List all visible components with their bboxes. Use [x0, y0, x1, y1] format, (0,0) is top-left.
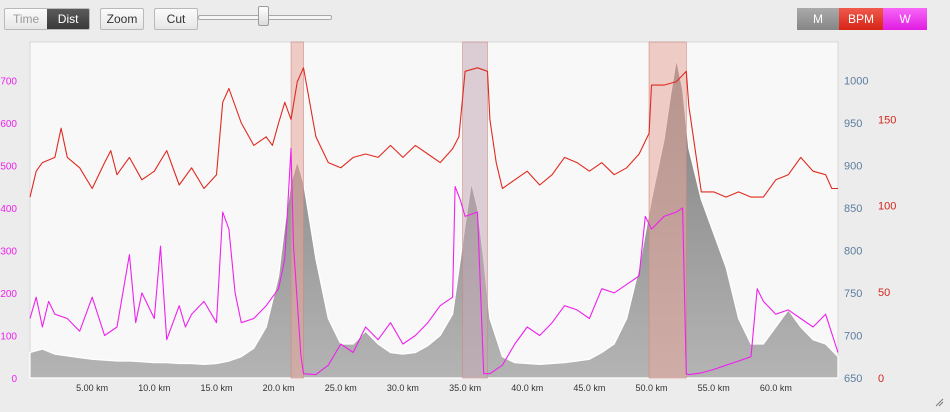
power-axis-tick: 700: [0, 76, 17, 87]
elevation-axis-tick: 850: [844, 203, 862, 215]
highlight-ranges: [290, 41, 687, 379]
range-slider-handle[interactable]: [258, 6, 270, 26]
x-tick-label: 25.0 km: [325, 383, 357, 393]
heart-rate-line: [29, 67, 838, 198]
power-axis-tick: 600: [0, 119, 17, 130]
elevation-axis-tick: 650: [844, 373, 862, 385]
heart-rate-axis-tick: 100: [878, 201, 896, 213]
heart-rate-axis-tick: 50: [878, 287, 890, 299]
heart-rate-axis-tick: 150: [878, 115, 896, 127]
x-tick-label: 60.0 km: [760, 383, 792, 393]
ride-chart[interactable]: 5.00 km 10.0 km 15.0 km 20.0 km 25.0 km 30.0 …: [0, 36, 950, 412]
legend-power-toggle[interactable]: W: [883, 8, 927, 30]
resize-grip-icon[interactable]: [935, 398, 944, 407]
elevation-axis-tick: 1000: [844, 75, 868, 87]
elevation-axis-tick: 700: [844, 330, 862, 342]
power-axis-tick: 400: [0, 204, 17, 215]
x-tick-label: 20.0 km: [263, 383, 295, 393]
elevation-axis-tick: 800: [844, 245, 862, 257]
toolbar: Time Dist Zoom Cut M BPM W: [0, 0, 950, 36]
elevation-series: [29, 58, 839, 379]
x-tick-label: 10.0 km: [138, 383, 170, 393]
power-axis-tick: 200: [0, 289, 17, 300]
x-tick-label: 55.0 km: [698, 383, 730, 393]
heart-rate-axis-tick: 0: [878, 373, 884, 385]
x-tick-label: 5.00 km: [76, 383, 108, 393]
distance-mode-button[interactable]: Dist: [47, 9, 89, 29]
elevation-axis-tick: 750: [844, 288, 862, 300]
x-tick-label: 15.0 km: [200, 383, 232, 393]
elevation-axis-tick: 900: [844, 160, 862, 172]
axis-labels: 5.00 km 10.0 km 15.0 km 20.0 km 25.0 km 30.0 …: [0, 75, 896, 393]
x-tick-label: 40.0 km: [511, 383, 543, 393]
x-tick-label: 35.0 km: [449, 383, 481, 393]
axis-mode-toggle: Time Dist: [4, 8, 90, 30]
power-axis-tick: 300: [0, 246, 17, 257]
highlight-range[interactable]: [462, 41, 488, 379]
series-legend: M BPM W: [797, 8, 927, 30]
legend-elevation-toggle[interactable]: M: [797, 8, 839, 30]
x-tick-label: 50.0 km: [636, 383, 668, 393]
power-axis-tick: 500: [0, 161, 17, 172]
power-axis-tick: 100: [0, 331, 17, 342]
elevation-axis-tick: 950: [844, 118, 862, 130]
legend-heart-rate-toggle[interactable]: BPM: [839, 8, 883, 30]
elevation-area: [29, 58, 839, 379]
power-line: [29, 147, 839, 376]
cut-button[interactable]: Cut: [154, 8, 198, 30]
highlight-range[interactable]: [290, 41, 304, 379]
highlight-range[interactable]: [648, 41, 687, 379]
line-series: [29, 67, 839, 376]
power-axis-tick: 0: [11, 374, 17, 385]
x-tick-label: 30.0 km: [387, 383, 419, 393]
time-mode-button[interactable]: Time: [5, 9, 48, 29]
zoom-button[interactable]: Zoom: [100, 8, 144, 30]
x-tick-label: 45.0 km: [573, 383, 605, 393]
